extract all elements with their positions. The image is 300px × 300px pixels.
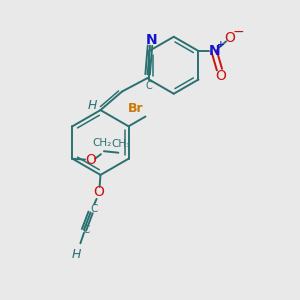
Text: O: O: [85, 153, 96, 167]
Text: C: C: [91, 203, 98, 214]
Text: CH₃: CH₃: [112, 139, 131, 149]
Text: +: +: [217, 40, 224, 49]
Text: −: −: [233, 25, 244, 39]
Text: CH₂: CH₂: [92, 138, 111, 148]
Text: N: N: [208, 44, 220, 58]
Text: C: C: [83, 225, 90, 235]
Text: C: C: [146, 81, 152, 91]
Text: O: O: [224, 32, 235, 45]
Text: N: N: [146, 33, 157, 47]
Text: O: O: [94, 185, 104, 199]
Text: O: O: [215, 69, 226, 82]
Text: H: H: [87, 99, 97, 112]
Text: H: H: [71, 248, 81, 261]
Text: Br: Br: [128, 102, 144, 115]
